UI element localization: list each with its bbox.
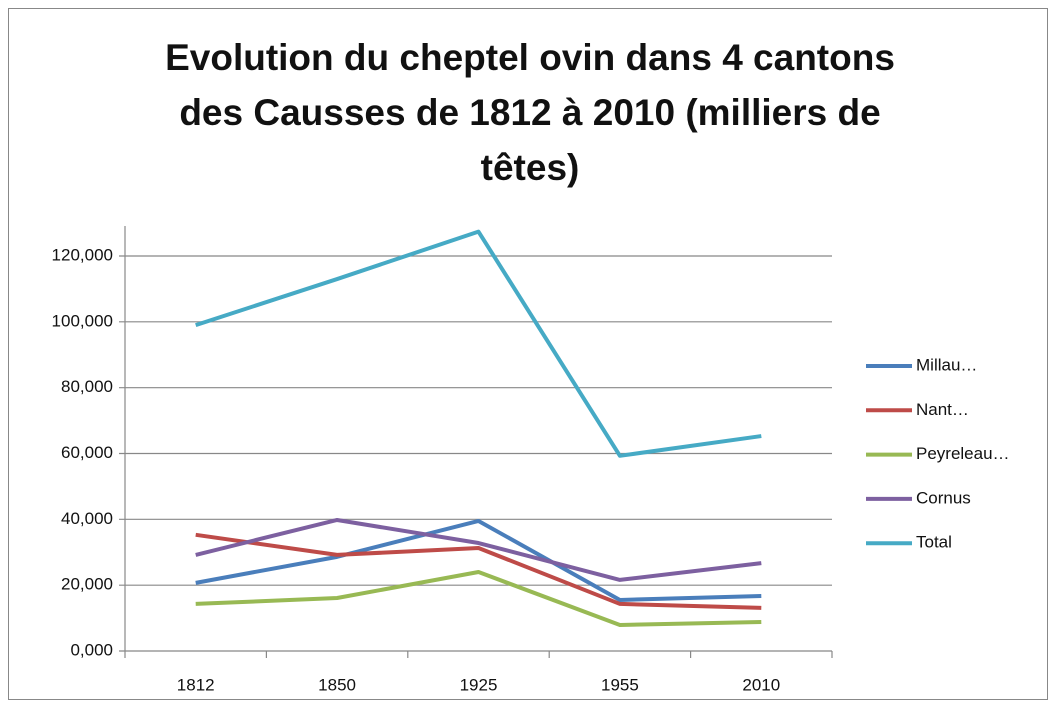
y-tick-label: 40,000 [61,509,113,528]
x-tick-label: 1812 [177,675,215,694]
y-tick-label: 20,000 [61,575,113,594]
x-tick-label: 2010 [742,675,780,694]
legend-label: Total [916,533,952,552]
y-tick-label: 120,000 [52,245,113,264]
legend-label: Cornus [916,488,971,507]
y-tick-label: 0,000 [70,640,113,659]
series-line [195,517,762,582]
x-tick-label: 1925 [460,675,498,694]
y-tick-label: 80,000 [61,377,113,396]
series-line [195,532,762,610]
legend-label: Nant… [916,400,969,419]
chart-frame [8,8,1048,700]
legend-label: Peyreleau… [916,444,1010,463]
series-line [195,229,762,458]
series-line [195,570,762,627]
y-tick-label: 100,000 [52,311,113,330]
x-tick-label: 1850 [318,675,356,694]
series-line [195,518,762,602]
y-tick-label: 60,000 [61,443,113,462]
chart-title: Evolution du cheptel ovin dans 4 cantons… [165,37,895,188]
legend-label: Millau… [916,355,977,374]
x-tick-label: 1955 [601,675,639,694]
